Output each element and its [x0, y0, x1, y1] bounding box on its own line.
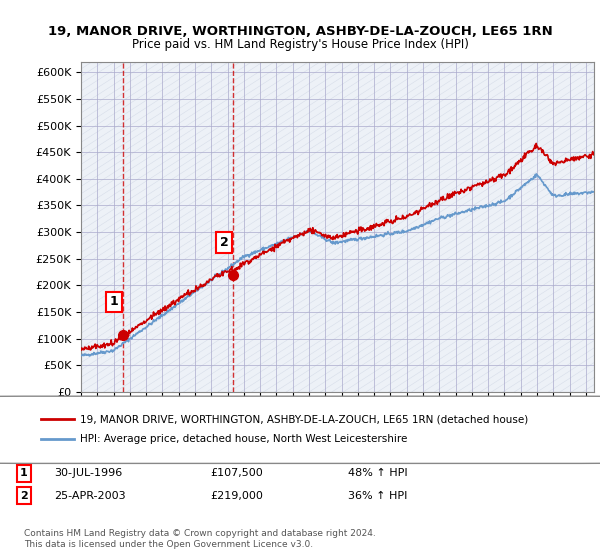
Text: 1: 1 [20, 468, 28, 478]
Text: 1: 1 [110, 296, 119, 309]
Text: 36% ↑ HPI: 36% ↑ HPI [348, 491, 407, 501]
Text: 19, MANOR DRIVE, WORTHINGTON, ASHBY-DE-LA-ZOUCH, LE65 1RN (detached house): 19, MANOR DRIVE, WORTHINGTON, ASHBY-DE-L… [80, 414, 528, 424]
Text: 48% ↑ HPI: 48% ↑ HPI [348, 468, 407, 478]
Text: 2: 2 [220, 236, 229, 249]
Text: HPI: Average price, detached house, North West Leicestershire: HPI: Average price, detached house, Nort… [80, 434, 407, 444]
Text: 19, MANOR DRIVE, WORTHINGTON, ASHBY-DE-LA-ZOUCH, LE65 1RN: 19, MANOR DRIVE, WORTHINGTON, ASHBY-DE-L… [47, 25, 553, 38]
FancyBboxPatch shape [0, 396, 600, 464]
Text: 25-APR-2003: 25-APR-2003 [54, 491, 125, 501]
Text: 2: 2 [20, 491, 28, 501]
Text: 30-JUL-1996: 30-JUL-1996 [54, 468, 122, 478]
Text: Price paid vs. HM Land Registry's House Price Index (HPI): Price paid vs. HM Land Registry's House … [131, 38, 469, 51]
Text: £219,000: £219,000 [210, 491, 263, 501]
Text: £107,500: £107,500 [210, 468, 263, 478]
Text: Contains HM Land Registry data © Crown copyright and database right 2024.
This d: Contains HM Land Registry data © Crown c… [24, 529, 376, 549]
